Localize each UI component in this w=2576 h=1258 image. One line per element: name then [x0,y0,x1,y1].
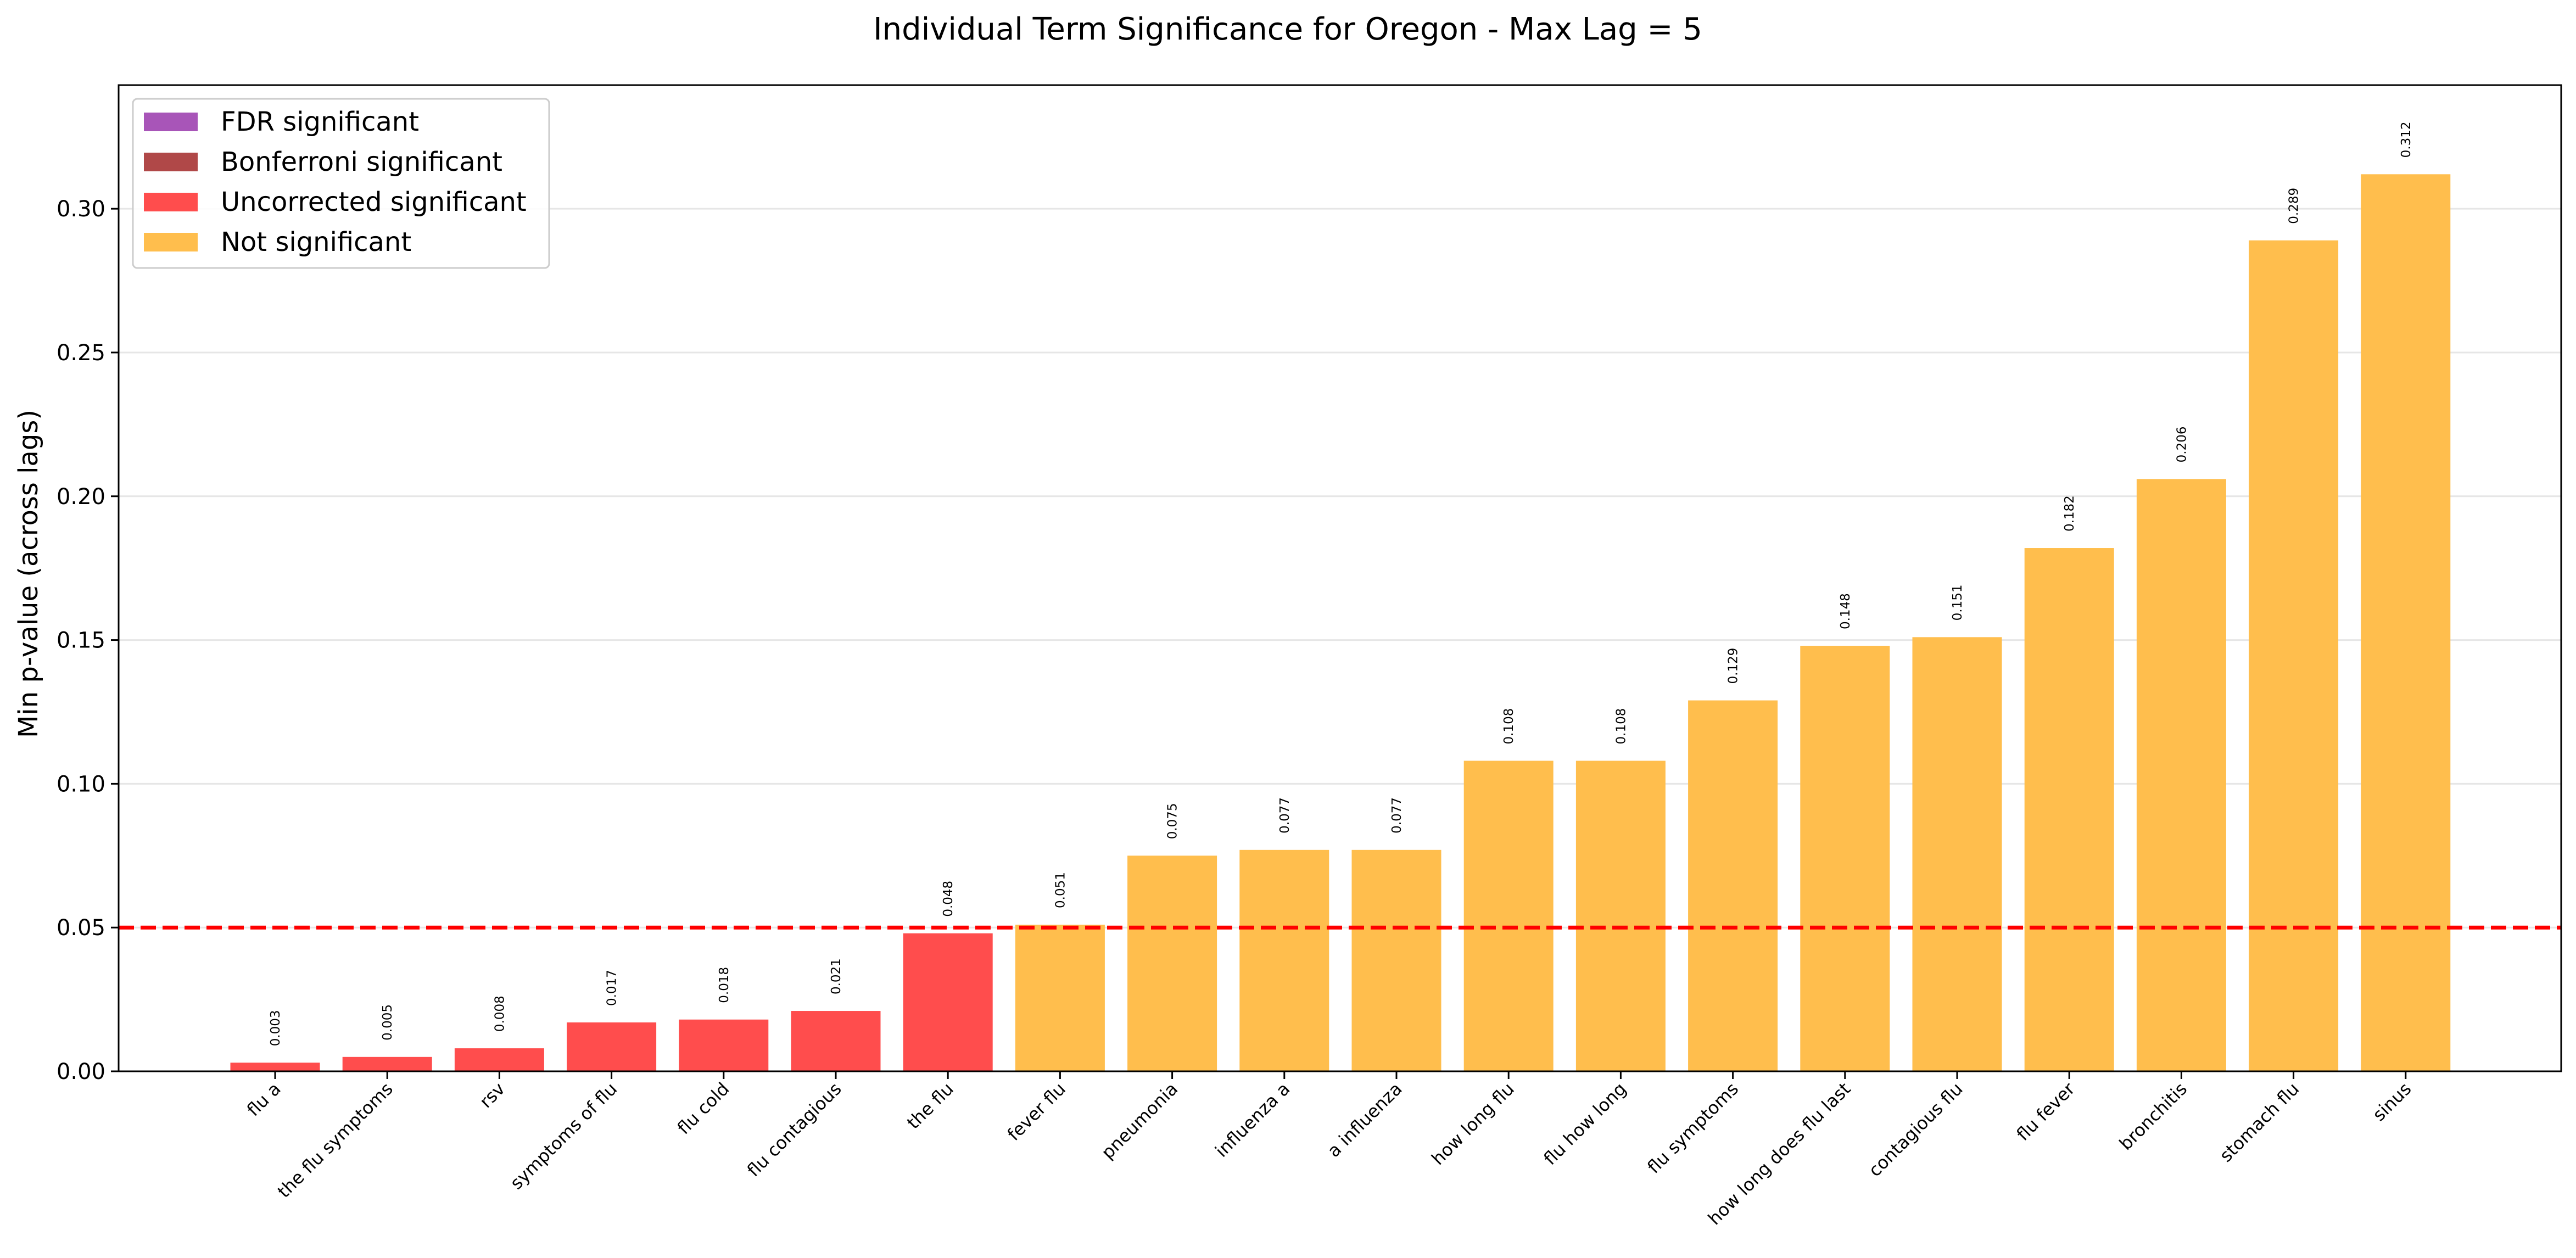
bar [1912,637,2002,1071]
plot-frame [118,84,2562,1072]
bar-value-label: 0.021 [829,958,843,994]
legend: FDR significant Bonferroni significant U… [132,98,550,269]
x-tick-label: rsv [476,1078,509,1112]
bar-value-label: 0.182 [2063,495,2077,532]
bar-value-label: 0.075 [1166,803,1180,839]
x-tick-label: pneumonia [1097,1078,1182,1163]
bar-value-label: 0.018 [717,967,731,1003]
bar [1800,646,1890,1071]
x-tick-label: flu a [243,1078,285,1121]
x-tick-label: flu fever [2013,1078,2080,1145]
y-tick-label: 0.20 [57,484,105,510]
legend-label-not-significant: Not significant [221,227,411,258]
x-tick-label: the flu [903,1078,958,1133]
bar [1463,761,1554,1071]
y-tick-label: 0.30 [57,197,105,222]
bar [1575,761,1666,1071]
bar [679,1019,769,1071]
bar [2361,174,2451,1072]
x-tick-label: how long flu [1427,1078,1518,1169]
x-tick-label: a influenza [1323,1078,1406,1161]
y-axis-label: Min p-value (across lags) [13,410,44,738]
chart-title: Individual Term Significance for Oregon … [873,12,1702,47]
bar-value-label: 0.077 [1390,797,1404,834]
bar-value-label: 0.051 [1053,872,1068,908]
bar-value-label: 0.206 [2175,426,2189,462]
x-tick-label: flu cold [673,1078,734,1139]
bar [903,933,993,1071]
legend-box [132,98,550,269]
x-tick-label: influenza a [1211,1078,1294,1161]
y-tick-label: 0.10 [57,771,105,797]
x-tick-label: bronchitis [2115,1078,2191,1154]
bar [567,1022,657,1071]
bars [230,174,2451,1072]
bar-value-label: 0.151 [1951,584,1965,620]
bar-value-labels: 0.003 0.005 0.008 0.017 0.018 0.021 0.048 0.051… [269,121,2413,1046]
legend-label-uncorrected: Uncorrected significant [221,187,527,217]
x-tick-label: fever flu [1003,1078,1070,1145]
bar-value-label: 0.312 [2399,121,2413,158]
bar-value-label: 0.108 [1502,708,1516,745]
bar [454,1048,544,1071]
legend-swatch-not-significant [144,233,198,251]
legend-label-bonferroni: Bonferroni significant [221,147,502,177]
bar [342,1056,432,1071]
bar-value-label: 0.005 [381,1004,395,1041]
bar-value-label: 0.003 [269,1010,283,1046]
bar [1688,700,1778,1071]
bar [1239,849,1329,1071]
x-tick-label: stomach flu [2215,1078,2303,1166]
bar-value-label: 0.077 [1278,797,1292,834]
bar-value-label: 0.017 [605,970,619,1006]
y-tick-label: 0.25 [57,340,105,366]
y-axis-ticks: 0.00 0.05 0.10 0.15 0.20 0.25 0.30 [57,197,119,1084]
bar [2249,240,2339,1071]
y-tick-label: 0.15 [57,628,105,653]
x-tick-label: flu contagious [743,1078,846,1181]
bar [1351,849,1441,1071]
bar [791,1011,881,1071]
bar-value-label: 0.148 [1839,593,1853,629]
x-tick-label: sinus [2368,1078,2415,1125]
y-tick-label: 0.00 [57,1059,105,1084]
legend-swatch-uncorrected [144,193,198,211]
x-tick-label: symptoms of flu [506,1078,621,1194]
legend-swatch-fdr [144,113,198,131]
bar [1015,924,1105,1071]
x-tick-label: flu symptoms [1643,1078,1742,1178]
legend-label-fdr: FDR significant [221,107,419,137]
bar-value-label: 0.048 [941,881,955,917]
bar-value-label: 0.129 [1726,648,1741,684]
bar-value-label: 0.008 [493,996,507,1032]
x-tick-label: the flu symptoms [273,1078,397,1202]
y-tick-label: 0.05 [57,915,105,941]
bar [2024,548,2114,1071]
bar-value-label: 0.108 [1614,708,1628,745]
bar-value-label: 0.289 [2287,188,2301,224]
x-tick-label: contagious flu [1864,1078,1967,1181]
bar [1127,856,1217,1071]
x-tick-label: flu how long [1540,1078,1630,1169]
legend-swatch-bonferroni [144,153,198,171]
bar [2136,479,2226,1071]
bar [230,1063,320,1071]
